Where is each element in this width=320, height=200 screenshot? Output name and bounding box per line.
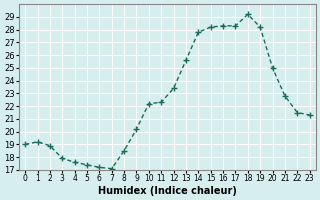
X-axis label: Humidex (Indice chaleur): Humidex (Indice chaleur) xyxy=(98,186,237,196)
